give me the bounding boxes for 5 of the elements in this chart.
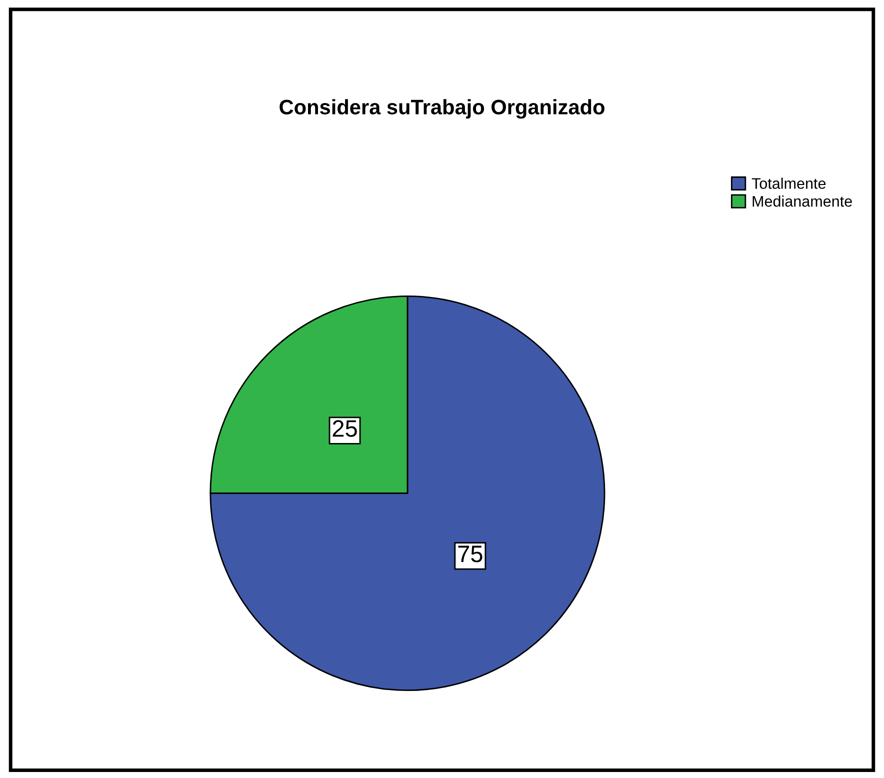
data-label: 25: [332, 420, 357, 437]
chart-title: Considera suTrabajo Organizado: [280, 99, 604, 119]
data-label: 75: [458, 546, 482, 562]
legend-label: Totalmente: [752, 178, 826, 189]
legend-label: Medianamente: [752, 196, 852, 207]
